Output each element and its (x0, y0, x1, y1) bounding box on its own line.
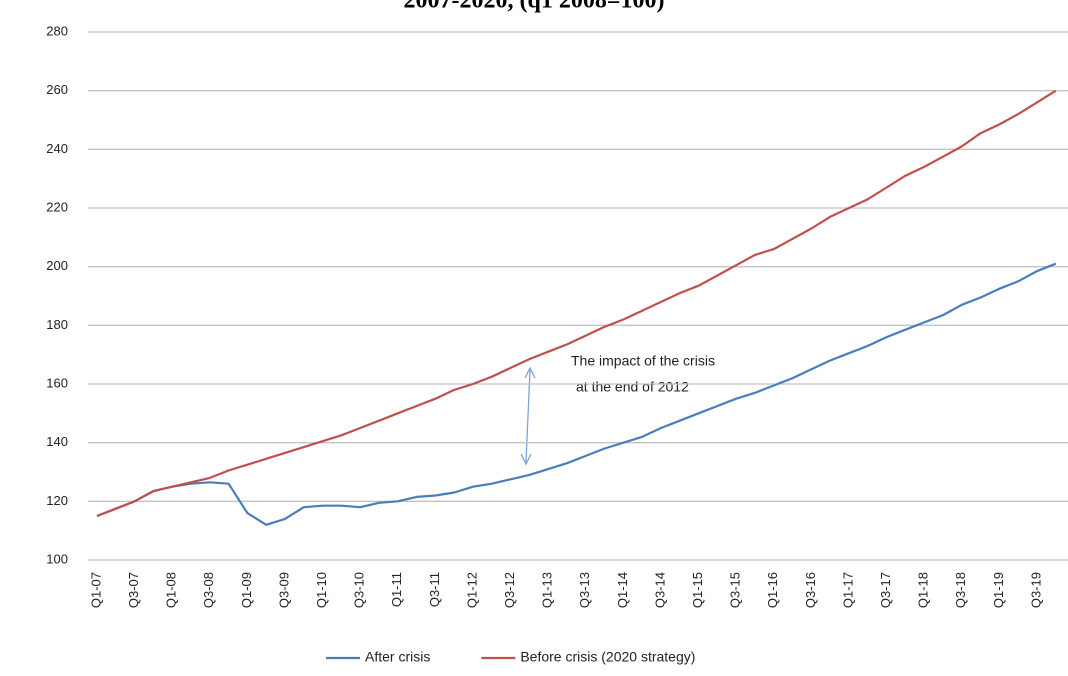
series-line (96, 262, 1057, 526)
y-tick-label: 120 (46, 493, 68, 508)
legend-label: After crisis (365, 649, 430, 665)
x-tick-label: Q1-09 (239, 572, 254, 608)
x-tick-label: Q1-11 (389, 572, 404, 607)
x-tick-label: Q3-18 (953, 572, 968, 608)
x-tick-label: Q3-14 (652, 572, 667, 608)
y-tick-label: 140 (46, 434, 68, 449)
x-tick-label: Q3-12 (502, 572, 517, 608)
chart-title: 2007-2020, (q1 2008=100) (404, 0, 665, 14)
x-tick-label: Q1-12 (464, 572, 479, 608)
x-tick-label: Q3-19 (1028, 572, 1043, 608)
x-tick-label: Q3-11 (427, 572, 442, 607)
x-tick-label: Q3-15 (728, 572, 743, 608)
legend-label: Before crisis (2020 strategy) (520, 649, 695, 665)
x-tick-label: Q1-17 (840, 572, 855, 608)
x-tick-label: Q1-08 (164, 572, 179, 608)
annotation: The impact of the crisis (571, 353, 715, 369)
x-tick-label: Q3-07 (126, 572, 141, 608)
y-tick-label: 240 (46, 141, 68, 156)
y-tick-label: 160 (46, 375, 68, 390)
x-tick-label: Q3-13 (577, 572, 592, 608)
y-tick-label: 180 (46, 317, 68, 332)
x-tick-label: Q1-13 (540, 572, 555, 608)
x-tick-label: Q1-18 (916, 572, 931, 608)
x-tick-label: Q3-17 (878, 572, 893, 608)
annotation-arrow (520, 366, 536, 466)
y-tick-label: 200 (46, 258, 68, 273)
x-tick-label: Q1-14 (615, 572, 630, 608)
x-tick-label: Q1-19 (991, 572, 1006, 608)
y-tick-label: 100 (46, 551, 68, 566)
x-tick-label: Q3-10 (352, 572, 367, 608)
y-tick-label: 260 (46, 82, 68, 97)
x-tick-label: Q3-09 (276, 572, 291, 608)
annotation: at the end of 2012 (576, 379, 689, 395)
x-tick-label: Q1-16 (765, 572, 780, 608)
series-line (96, 89, 1057, 518)
y-tick-label: 280 (46, 23, 68, 38)
x-tick-label: Q1-15 (690, 572, 705, 608)
y-tick-label: 220 (46, 199, 68, 214)
x-tick-label: Q3-08 (201, 572, 216, 608)
x-tick-label: Q1-07 (88, 572, 103, 608)
x-tick-label: Q1-10 (314, 572, 329, 608)
x-tick-label: Q3-16 (803, 572, 818, 608)
